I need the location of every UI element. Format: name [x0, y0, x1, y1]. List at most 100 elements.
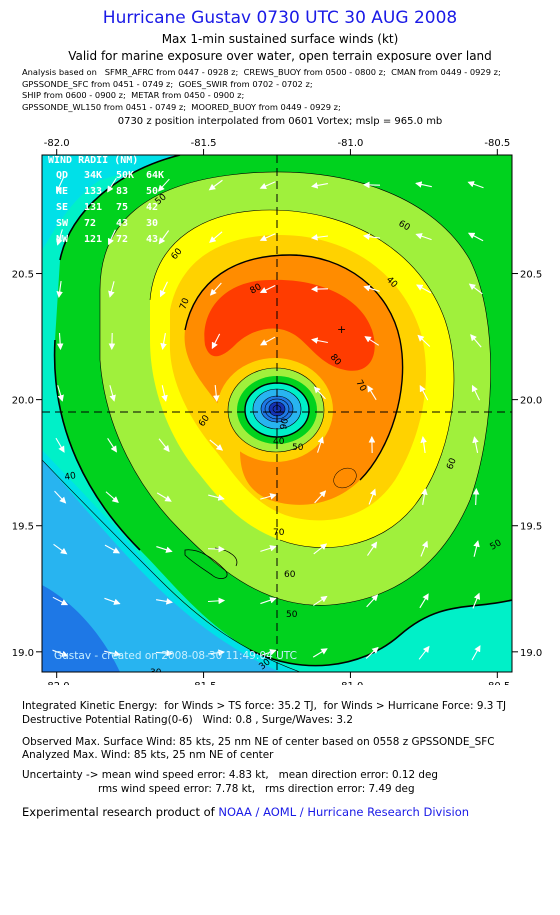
wind-arrow: [159, 281, 168, 298]
wind-radii-cell: 83: [116, 186, 128, 197]
analysis-line: GPSSONDE_WL150 from 0451 - 0749 z; MOORE…: [22, 101, 341, 112]
wind-radii-cell: 121: [84, 234, 102, 245]
wind-arrow: [260, 597, 277, 605]
wind-arrow: [109, 385, 116, 402]
wind-arrow: [260, 545, 277, 552]
wind-arrow: [55, 437, 65, 453]
wind-arrow: [156, 598, 173, 605]
max-wind-marker: +: [337, 323, 346, 336]
wind-arrow: [365, 646, 379, 659]
wind-arrow: [56, 229, 63, 246]
wind-arrow: [105, 491, 119, 503]
wind-arrow: [104, 544, 120, 554]
island-outline: [184, 549, 228, 580]
axis-tick-labels: -82.0 -82.0 -81.5 -81.5 -81.0 -81.0 -80.5 -80.5…: [12, 138, 543, 685]
wind-arrow: [104, 597, 121, 605]
wind-arrow: [313, 595, 328, 606]
wind-radii-rows: QD 34K 50K 64K NE 133 83 50 SE 131 75 42 SW 72 43 30 NW 1…: [56, 170, 164, 245]
lat-tick-label: 19.0: [12, 648, 34, 659]
plot-frame: [41, 154, 513, 673]
wind-radii-cell: NW: [56, 234, 69, 245]
wind-contours: + 90 80 70 60 50 40 30 80 70 60 60 50 70…: [42, 155, 512, 678]
wind-radii-cell: 131: [84, 202, 102, 213]
wind-radii-header: 50K: [116, 170, 134, 181]
wind-arrow: [311, 182, 328, 189]
lat-tick-label: 20.5: [520, 270, 542, 281]
wind-arrow: [367, 385, 377, 401]
wind-arrow: [259, 285, 276, 294]
wind-arrow: [260, 336, 276, 346]
wind-arrow: [368, 488, 376, 505]
wind-arrow: [161, 385, 168, 402]
isotach-80: [184, 254, 404, 481]
wind-vectors: [52, 177, 484, 661]
wind-arrow: [366, 594, 379, 608]
secondary-maximum: [333, 467, 357, 489]
wind-radii-cell: 43: [116, 218, 128, 229]
lon-tick-label: -81.0: [338, 138, 364, 149]
analysis-sources: Analysis based on SFMR_AFRC from 0447 - …: [22, 67, 501, 113]
validity-note: Valid for marine exposure over water, op…: [68, 49, 492, 63]
lat-tick-label: 20.0: [520, 396, 542, 407]
wind-radii-header: 64K: [146, 170, 164, 181]
wind-arrow: [415, 233, 432, 241]
wind-radii-cell: SE: [56, 202, 68, 213]
ike-line: Integrated Kinetic Energy: for Winds > T…: [22, 700, 507, 712]
analysis-line: SHIP from 0600 - 0900 z; METAR from 0450…: [22, 90, 245, 101]
wind-radii-cell: SW: [56, 218, 69, 229]
wind-arrow: [160, 333, 167, 350]
wind-arrow: [156, 546, 173, 553]
contour-label: 70: [273, 528, 285, 538]
lon-tick-label: -81.5: [191, 681, 217, 685]
analysis-line: GPSSONDE_SFC from 0451 - 0749 z; GOES_SW…: [22, 78, 313, 89]
axis-ticks: [36, 149, 518, 678]
wind-arrow: [55, 177, 64, 194]
wind-arrow: [260, 649, 277, 657]
wind-radii-cell: 133: [84, 186, 102, 197]
wind-arrow: [208, 179, 223, 191]
hrd-link[interactable]: NOAA / AOML / Hurricane Research Divisio…: [218, 805, 470, 819]
credit-line: Gustav - created on 2008-08-30 11:49:04 …: [54, 650, 297, 662]
wind-radii-cell: NE: [56, 186, 68, 197]
wind-arrow: [314, 490, 327, 504]
wind-arrow: [471, 645, 481, 661]
wind-arrow: [209, 282, 222, 296]
wind-arrow: [420, 435, 427, 454]
lat-tick-label: 19.5: [520, 522, 542, 533]
wind-arrow: [467, 181, 484, 189]
lat-tick-label: 19.0: [520, 648, 542, 659]
wind-arrow: [417, 334, 431, 347]
wind-arrow: [207, 545, 226, 553]
contour-label: 60: [284, 570, 296, 580]
wind-arrow: [472, 436, 479, 453]
wind-radii-cell: 72: [116, 234, 128, 245]
wind-arrow: [362, 233, 381, 240]
wind-arrow: [416, 284, 432, 294]
wind-arrow: [156, 492, 172, 502]
center-crosshair: [42, 155, 512, 672]
wind-radii-cell: 75: [116, 202, 128, 213]
position-note: 0730 z position interpolated from 0601 V…: [117, 116, 443, 127]
contour-label: 50: [292, 443, 304, 453]
isotach-70: [149, 209, 455, 548]
wind-arrow: [52, 596, 69, 606]
wind-arrow: [158, 438, 170, 453]
wind-radii-cell: 42: [146, 202, 158, 213]
wind-radii-header: QD: [56, 170, 68, 181]
wind-arrow: [313, 543, 328, 555]
wind-arrow: [472, 487, 480, 506]
contour-label: 30: [150, 668, 162, 678]
wind-radii-cell: 43: [146, 234, 158, 245]
wind-arrow: [363, 285, 380, 292]
wind-arrow: [259, 181, 276, 190]
wind-arrow: [212, 384, 220, 403]
wind-arrow: [107, 438, 117, 453]
wind-arrow: [467, 232, 484, 242]
wind-arrow: [421, 488, 428, 505]
wind-radii-cell: 50: [146, 186, 158, 197]
wind-arrow: [418, 645, 430, 660]
analyzed-max-line: Analyzed Max. Wind: 85 kts, 25 nm NE of …: [22, 749, 274, 761]
wind-arrow: [209, 231, 223, 243]
wind-radii-table: WIND RADII (NM) QD 34K 50K 64K NE 133 83 50 SE 13…: [48, 155, 164, 245]
contour-label: 40: [273, 437, 285, 447]
